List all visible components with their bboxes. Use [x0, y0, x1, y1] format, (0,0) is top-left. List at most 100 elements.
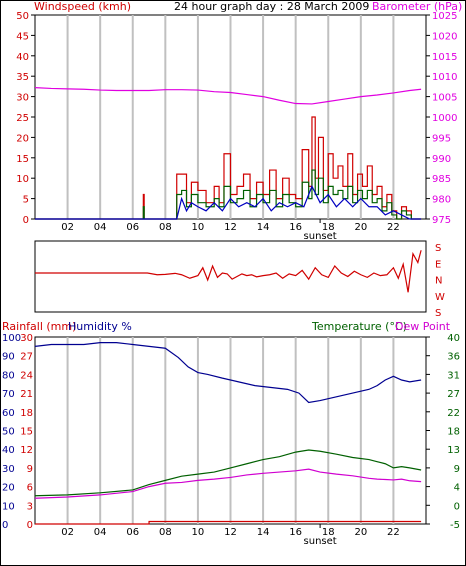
bottom-x-tick: 20: [354, 527, 367, 538]
wind-speed-line: [35, 184, 422, 220]
direction-label: W: [435, 292, 445, 303]
bottom-x-tick: 18: [322, 527, 335, 538]
bottom-x-tick: 14: [257, 527, 270, 538]
rainfall-tick: 12: [20, 445, 33, 456]
rainfall-tick: 21: [20, 389, 33, 400]
rainfall-tick: 24: [20, 370, 33, 381]
top-right-tick: 990: [432, 154, 451, 165]
bottom-x-tick: 08: [159, 527, 172, 538]
temperature-tick: 31: [447, 370, 460, 381]
top-right-tick: 1005: [432, 93, 457, 104]
temperature-tick: 18: [447, 427, 460, 438]
barometer-line: [34, 87, 422, 105]
top-x-tick: 14: [257, 222, 270, 233]
top-x-tick: 20: [354, 222, 367, 233]
rainfall-tick: 6: [27, 483, 33, 494]
top-left-tick: 20: [16, 133, 29, 144]
top-x-tick: 18: [322, 222, 335, 233]
top-right-tick: 1020: [432, 31, 457, 42]
bottom-x-tick: 04: [94, 527, 107, 538]
top-right-tick: 1015: [432, 52, 457, 63]
top-left-tick: 45: [16, 31, 29, 42]
humidity-tick: 60: [2, 408, 15, 419]
top-x-tick: 10: [192, 222, 205, 233]
top-left-tick: 5: [23, 195, 29, 206]
top-left-tick: 15: [16, 154, 29, 165]
rainfall-axis-label: Rainfall (mm): [2, 320, 76, 333]
dewpoint-line: [34, 468, 422, 499]
humidity-line: [34, 342, 422, 404]
rainfall-tick: 15: [20, 427, 33, 438]
wind-barometer-panel: 02 04 06 08 10 12 14 16 18 20 22 sunset 0 975 5 980 10 98…: [16, 11, 457, 242]
wind-direction-line: [35, 250, 422, 293]
top-right-tick: 985: [432, 174, 451, 185]
top-right-tick: 1000: [432, 113, 457, 124]
direction-label: E: [435, 259, 441, 270]
bottom-x-tick: 02: [61, 527, 74, 538]
humidity-tick: 100: [2, 333, 21, 344]
temperature-tick: 40: [447, 333, 460, 344]
temperature-axis-label: Temperature (°C): [311, 320, 407, 333]
temperature-line: [34, 449, 422, 497]
temperature-tick: 22: [447, 408, 460, 419]
temperature-tick: 27: [447, 389, 460, 400]
humidity-tick: 0: [2, 520, 8, 531]
humidity-tick: 40: [2, 445, 15, 456]
top-left-tick: 10: [16, 174, 29, 185]
top-right-tick: 1025: [432, 11, 457, 22]
humidity-tick: 80: [2, 370, 15, 381]
top-x-tick: 22: [387, 222, 400, 233]
rainfall-tick: 27: [20, 352, 33, 363]
temperature-tick: 0: [454, 501, 460, 512]
top-left-tick: 25: [16, 113, 29, 124]
temperature-tick: 9: [454, 464, 460, 475]
top-left-tick: 0: [23, 215, 29, 226]
bottom-x-tick: 22: [387, 527, 400, 538]
direction-label: S: [435, 243, 441, 254]
top-x-tick: 02: [61, 222, 74, 233]
humidity-axis-label: Humidity %: [68, 320, 132, 333]
rainfall-tick: 9: [27, 464, 33, 475]
humidity-tick: 10: [2, 501, 15, 512]
wind-average-line: [35, 169, 422, 220]
rainfall-line: [35, 520, 422, 525]
direction-label: N: [435, 276, 442, 287]
rainfall-tick: 18: [20, 408, 33, 419]
dewpoint-axis-label: Dew Point: [395, 320, 451, 333]
humidity-tick: 70: [2, 389, 15, 400]
temperature-tick: 4: [454, 483, 460, 494]
bottom-sunset-label: sunset: [304, 536, 337, 547]
temperature-tick: 13: [447, 445, 460, 456]
wind-gust-line: [35, 116, 422, 220]
top-left-tick: 30: [16, 93, 29, 104]
humidity-tick: 90: [2, 352, 15, 363]
top-x-tick: 16: [289, 222, 302, 233]
top-x-tick: 06: [126, 222, 139, 233]
top-left-tick: 50: [16, 11, 29, 22]
top-x-tick: 08: [159, 222, 172, 233]
graph-title: 24 hour graph day : 28 March 2009: [174, 0, 369, 13]
humidity-tick: 50: [2, 427, 15, 438]
temperature-tick: 36: [447, 352, 460, 363]
barometer-axis-label: Barometer (hPa): [372, 0, 462, 13]
top-right-tick: 975: [432, 215, 451, 226]
direction-label: S: [435, 308, 441, 319]
top-x-tick: 04: [94, 222, 107, 233]
humidity-tick: 20: [2, 483, 15, 494]
top-sunset-label: sunset: [304, 231, 337, 242]
top-left-tick: 40: [16, 52, 29, 63]
bottom-x-tick: 12: [224, 527, 237, 538]
bottom-x-tick: 06: [126, 527, 139, 538]
bottom-x-tick: 16: [289, 527, 302, 538]
rainfall-tick: 30: [20, 333, 33, 344]
top-right-tick: 980: [432, 195, 451, 206]
top-right-tick: 1010: [432, 72, 457, 83]
rainfall-tick: 0: [27, 520, 33, 531]
top-x-tick: 12: [224, 222, 237, 233]
humidity-tick: 30: [2, 464, 15, 475]
temperature-tick: -5: [450, 520, 460, 531]
